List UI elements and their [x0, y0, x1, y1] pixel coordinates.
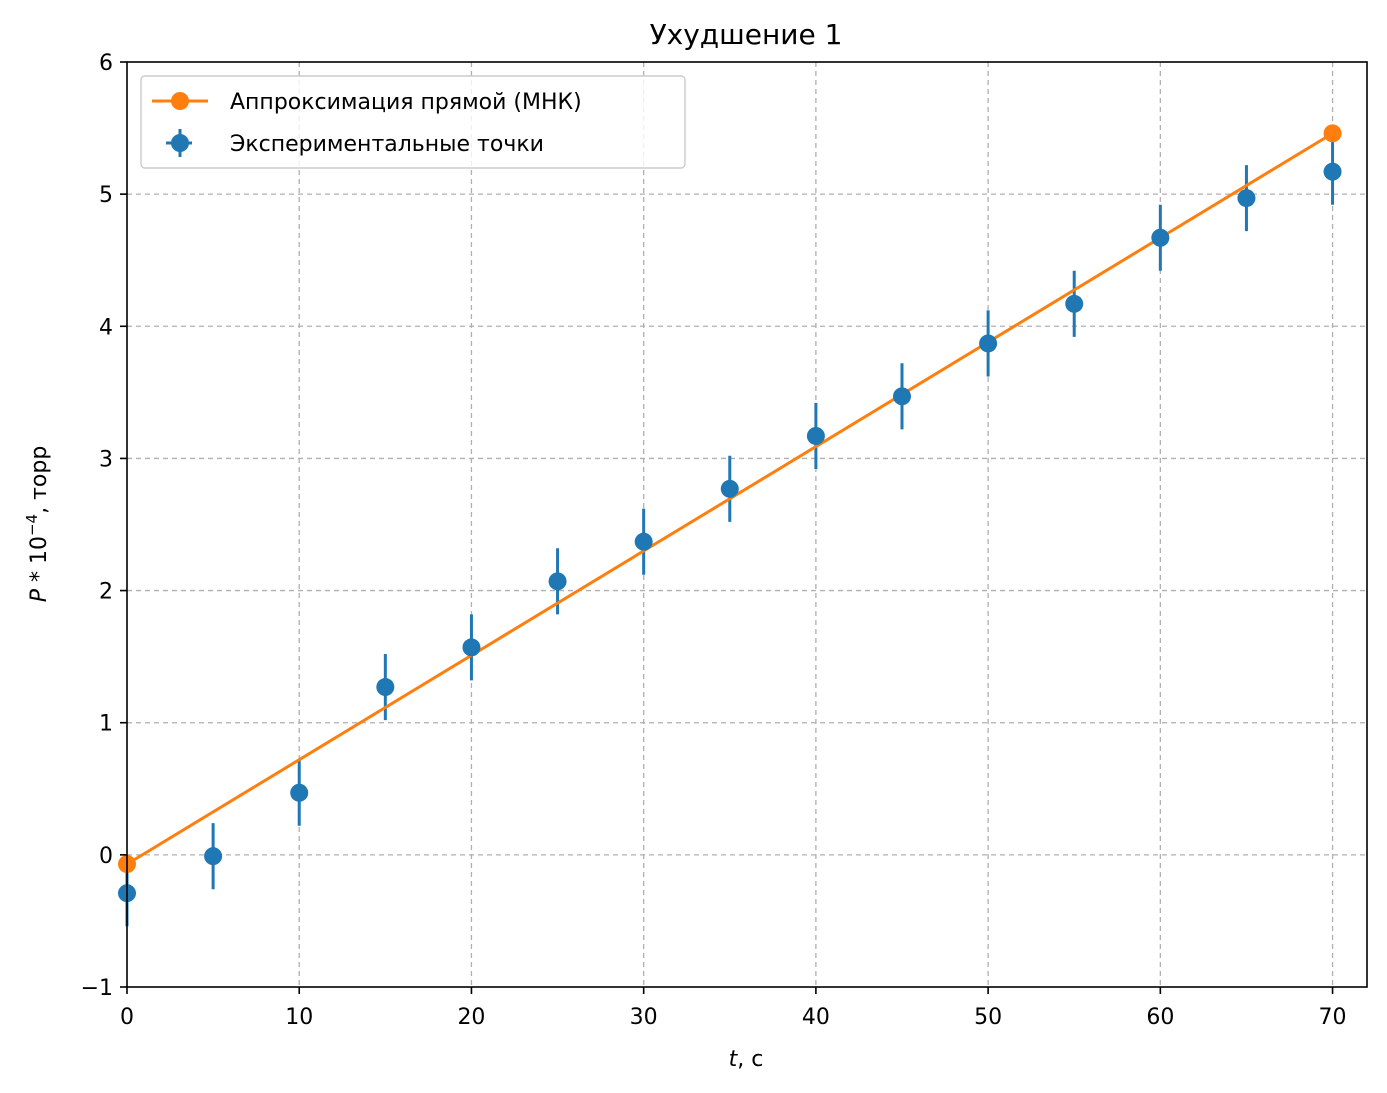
y-axis-label: P * 10−4, торр — [23, 446, 52, 603]
data-point — [1237, 189, 1256, 208]
x-axis: 0 10 20 30 40 50 60 70 — [120, 987, 1347, 1030]
y-tick-label: 3 — [99, 447, 113, 472]
x-tick-label: 20 — [457, 1005, 485, 1030]
data-point — [893, 387, 911, 406]
y-tick-label: −1 — [81, 976, 113, 1001]
data-point — [1151, 228, 1170, 247]
y-axis-label-factor: * 10 — [27, 536, 52, 589]
x-tick-label: 0 — [120, 1005, 134, 1030]
x-tick-label: 10 — [285, 1005, 313, 1030]
x-axis-label-unit: , с — [737, 1047, 763, 1072]
x-tick-label: 30 — [630, 1005, 658, 1030]
data-point — [1323, 162, 1342, 181]
legend-line-dot — [171, 92, 189, 110]
y-tick-label: 0 — [99, 844, 113, 869]
data-point — [634, 532, 653, 551]
data-point — [290, 783, 309, 802]
chart-title: Ухудшение 1 — [650, 18, 843, 51]
y-axis-label-exponent: −4 — [23, 514, 41, 536]
data-point — [1065, 294, 1084, 313]
y-axis-label-unit: , торр — [27, 446, 52, 514]
data-point — [376, 678, 395, 697]
data-point — [979, 334, 998, 353]
y-tick-label: 4 — [99, 315, 113, 340]
data-layer — [118, 124, 1342, 927]
legend-label-points: Экспериментальные точки — [230, 132, 544, 157]
legend-box — [140, 75, 686, 169]
data-point — [462, 638, 481, 657]
data-point — [806, 426, 825, 445]
x-tick-label: 60 — [1146, 1005, 1174, 1030]
data-point — [720, 479, 739, 498]
fit-line — [126, 132, 1334, 866]
legend-label-fit: Аппроксимация прямой (МНК) — [230, 90, 582, 115]
y-tick-label: 5 — [99, 183, 113, 208]
y-tick-label: 2 — [99, 580, 113, 605]
legend: Аппроксимация прямой (МНК) Экспериментал… — [140, 75, 686, 169]
legend-point-dot — [171, 134, 189, 152]
fit-endpoint-marker — [1323, 124, 1342, 143]
y-axis-label-var: P — [27, 588, 52, 602]
plot-frame — [126, 61, 1368, 988]
data-point — [204, 847, 223, 866]
x-tick-label: 70 — [1319, 1005, 1347, 1030]
data-point — [548, 572, 567, 591]
x-axis-label-var: t — [729, 1047, 739, 1072]
y-tick-label: 1 — [99, 712, 113, 737]
x-tick-label: 40 — [802, 1005, 830, 1030]
x-axis-label: t, с — [729, 1047, 764, 1072]
y-tick-label: 6 — [99, 51, 113, 76]
plot-area — [127, 62, 1367, 987]
y-axis: −1 0 1 2 3 4 5 6 — [81, 51, 127, 1001]
x-tick-label: 50 — [974, 1005, 1002, 1030]
